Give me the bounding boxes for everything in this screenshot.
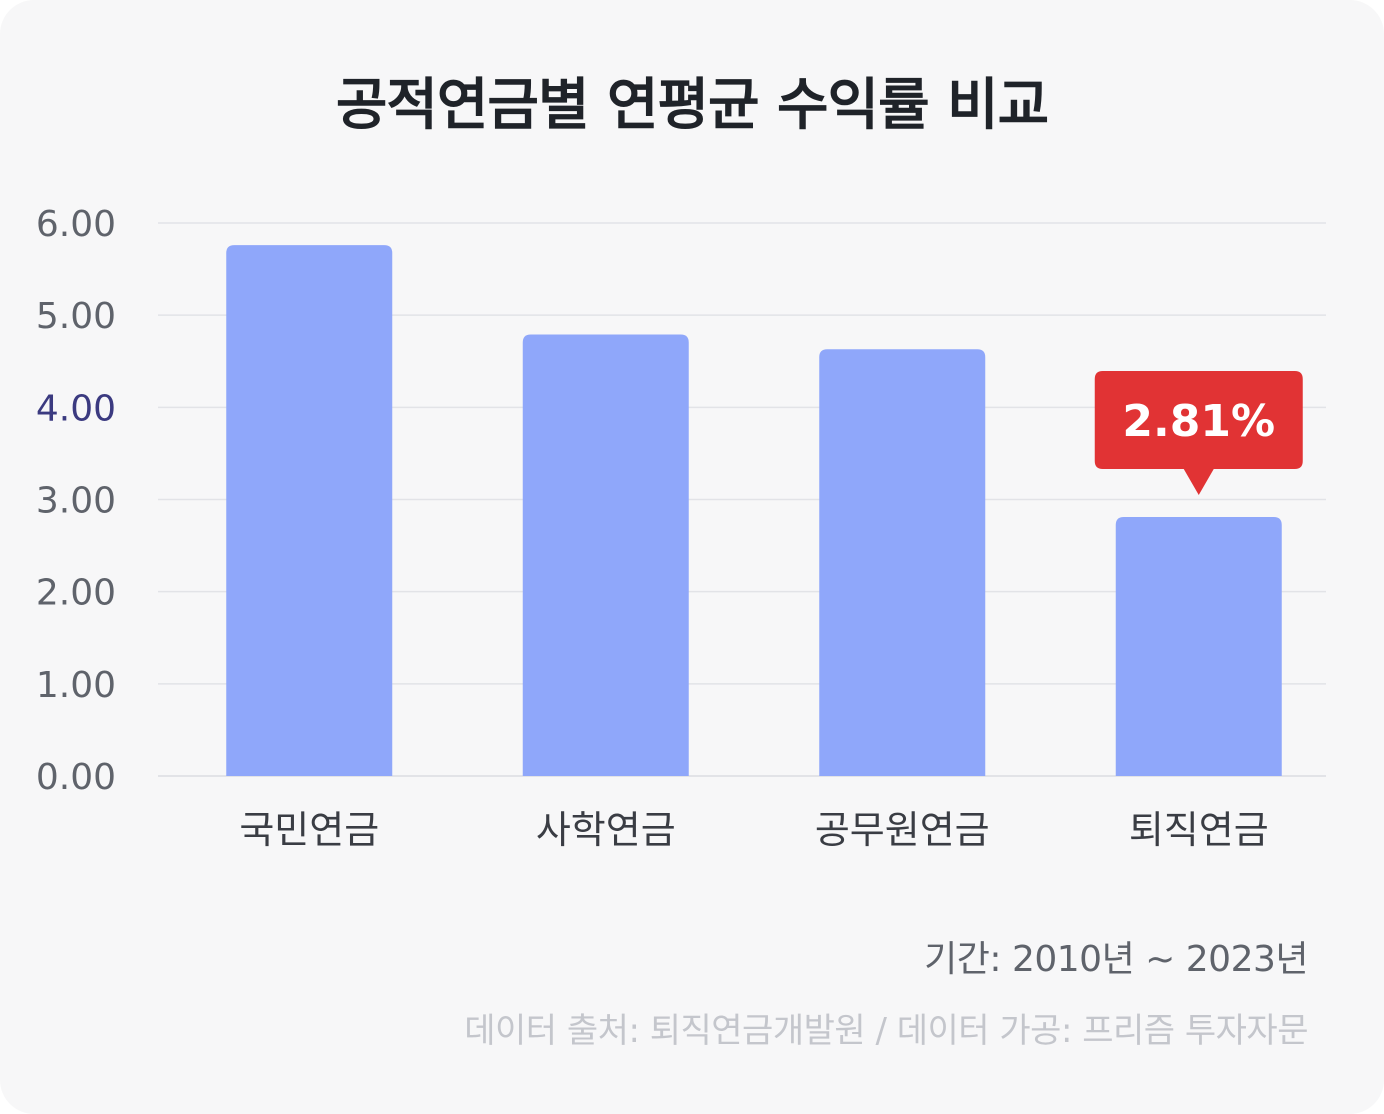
bar — [819, 349, 986, 776]
y-tick-label: 1.00 — [36, 665, 116, 706]
y-tick-label: 4.00 — [36, 388, 116, 429]
bar — [522, 334, 689, 776]
category-label: 사학연금 — [536, 808, 676, 852]
bar — [1115, 517, 1282, 776]
category-label: 퇴직연금 — [1129, 808, 1269, 852]
source-note: 데이터 출처: 퇴직연금개발원 / 데이터 가공: 프리즘 투자자문 — [464, 1011, 1308, 1051]
y-tick-label: 0.00 — [36, 757, 116, 798]
category-label: 국민연금 — [239, 808, 379, 852]
y-tick-label: 6.00 — [36, 204, 116, 245]
category-label: 공무원연금 — [815, 808, 990, 852]
y-tick-label: 3.00 — [36, 481, 116, 522]
highlight-value-label: 2.81% — [1122, 396, 1275, 447]
y-tick-label: 2.00 — [36, 573, 116, 614]
bar — [226, 245, 393, 776]
chart-title: 공적연금별 연평균 수익률 비교 — [335, 73, 1049, 138]
highlight-badge — [1094, 371, 1303, 496]
y-tick-label: 5.00 — [36, 296, 116, 337]
period-note: 기간: 2010년 ~ 2023년 — [924, 939, 1308, 980]
